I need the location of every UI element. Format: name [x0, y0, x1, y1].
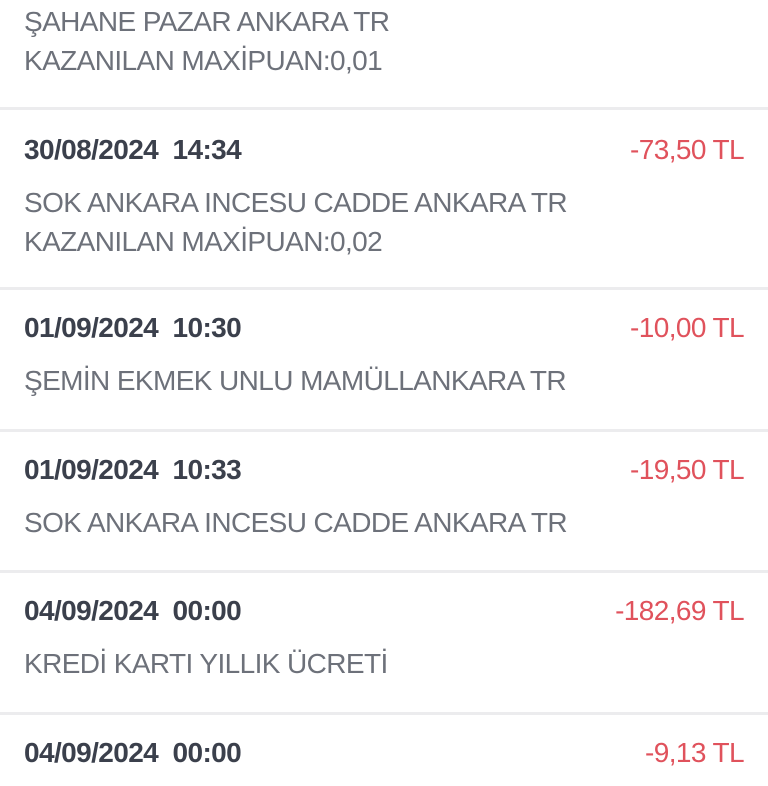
transaction-amount: -9,13 TL [645, 737, 745, 768]
transaction-description: ŞEMİN EKMEK UNLU MAMÜLLANKARA TR [24, 365, 567, 396]
transaction-amount: -19,50 TL [630, 454, 745, 485]
divider [0, 570, 768, 573]
transaction-item[interactable]: 01/09/2024 10:33 -19,50 TL SOK ANKARA INC… [0, 450, 768, 542]
transaction-date: 04/09/2024 00:00 [24, 595, 242, 626]
transaction-description: SOK ANKARA INCESU CADDE ANKARA TR [24, 187, 568, 218]
transaction-amount: -10,00 TL [630, 312, 745, 343]
transaction-points: KAZANILAN MAXİPUAN:0,02 [24, 226, 383, 257]
transaction-date: 01/09/2024 10:30 [24, 312, 242, 343]
divider [0, 712, 768, 715]
transaction-item[interactable]: 04/09/2024 00:00 -9,13 TL [0, 733, 768, 786]
divider [0, 107, 768, 110]
transaction-amount: -182,69 TL [615, 595, 745, 626]
transaction-date: 04/09/2024 00:00 [24, 737, 242, 768]
transaction-date: 30/08/2024 14:34 [24, 134, 242, 165]
transaction-date: 01/09/2024 10:33 [24, 454, 242, 485]
divider [0, 287, 768, 290]
transaction-item[interactable]: 01/09/2024 10:30 -10,00 TL ŞEMİN EKMEK UN… [0, 308, 768, 400]
transaction-description: SOK ANKARA INCESU CADDE ANKARA TR [24, 507, 568, 538]
transaction-item[interactable]: 04/09/2024 00:00 -182,69 TL KREDİ KARTI Y… [0, 591, 768, 683]
transaction-item[interactable]: ŞAHANE PAZAR ANKARA TR KAZANILAN MAXİPUA… [0, 2, 768, 80]
transaction-amount: -73,50 TL [630, 134, 745, 165]
transaction-item[interactable]: 30/08/2024 14:34 -73,50 TL SOK ANKARA INC… [0, 130, 768, 261]
transaction-description: KREDİ KARTI YILLIK ÜCRETİ [24, 648, 388, 679]
transaction-description: ŞAHANE PAZAR ANKARA TR [24, 6, 390, 37]
divider [0, 429, 768, 432]
transaction-points: KAZANILAN MAXİPUAN:0,01 [24, 45, 383, 76]
